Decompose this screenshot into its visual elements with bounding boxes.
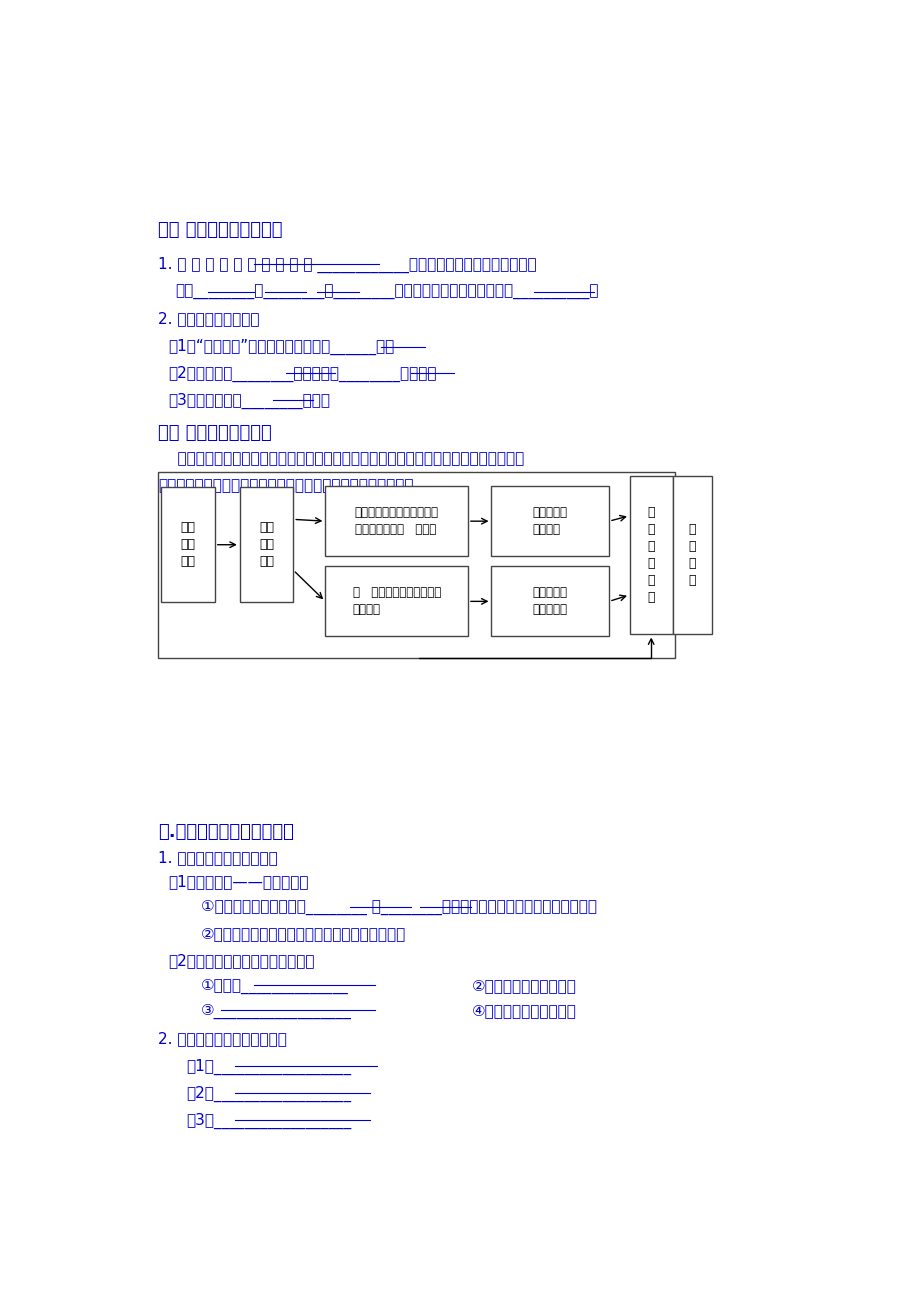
Text: （2）__________________: （2）__________________ <box>186 1086 351 1101</box>
Text: （1）“地球之肺”，深刻地影响着地球______上。: （1）“地球之肺”，深刻地影响着地球______上。 <box>168 339 394 355</box>
Text: 会急剧下降地表植被也就很难恢复，其成因和表现如下图所示：: 会急剧下降地表植被也就很难恢复，其成因和表现如下图所示： <box>158 478 413 493</box>
Text: （3）热带雨林是________宝库。: （3）热带雨林是________宝库。 <box>168 393 330 409</box>
Text: 雨林的脆弱主要体现在雨林一旦被毁，地表养分将迅速被径流带走，整块土地的肌力就: 雨林的脆弱主要体现在雨林一旦被毁，地表养分将迅速被径流带走，整块土地的肌力就 <box>158 450 524 466</box>
Text: 生物
循环
旺盛: 生物 循环 旺盛 <box>259 521 274 568</box>
Bar <box>491 486 608 556</box>
Text: 2. 亚马孙流域大规模开发计划: 2. 亚马孙流域大规模开发计划 <box>158 1031 287 1047</box>
Text: 四.亚马孙开发计划及其影响: 四.亚马孙开发计划及其影响 <box>158 823 293 841</box>
Text: ②发达国家的无度需求及跨国投资手段（重要的）: ②发达国家的无度需求及跨国投资手段（重要的） <box>200 926 405 941</box>
Text: 全年
高温
多雨: 全年 高温 多雨 <box>180 521 196 568</box>
Bar <box>161 487 215 603</box>
Bar <box>158 473 674 658</box>
Bar <box>491 566 608 637</box>
Text: 陷
于
崩
溃: 陷 于 崩 溃 <box>687 523 695 587</box>
Text: （   ）自身很少积累和自我
补充养分: （ ）自身很少积累和自我 补充养分 <box>352 586 440 616</box>
Bar <box>325 486 468 556</box>
Text: 雨林生长所需的养分几乎全
部储存在地上（   ）体内: 雨林生长所需的养分几乎全 部储存在地上（ ）体内 <box>354 506 438 536</box>
Text: 遇受强烈淤
洗而很快丧: 遇受强烈淤 洗而很快丧 <box>532 586 567 616</box>
Text: 整
个
生
态
系
统: 整 个 生 态 系 统 <box>647 506 654 604</box>
Text: （2）破坏雨林的具体的人类活动：: （2）破坏雨林的具体的人类活动： <box>168 953 314 969</box>
Text: （1）直接原因——人类的开发: （1）直接原因——人类的开发 <box>168 874 309 889</box>
Bar <box>630 477 672 634</box>
Text: ②采矿、修路、城镇建设: ②采矿、修路、城镇建设 <box>471 978 575 993</box>
Text: 二． 雨林的全球环境效应: 二． 雨林的全球环境效应 <box>158 221 282 240</box>
Bar <box>325 566 468 637</box>
Bar <box>672 477 711 634</box>
Text: ④大规模的农牧场的开发: ④大规模的农牧场的开发 <box>471 1004 575 1018</box>
Text: 2. 热带雨林的环境效应: 2. 热带雨林的环境效应 <box>158 311 259 327</box>
Text: （3）__________________: （3）__________________ <box>186 1113 351 1129</box>
Text: （1）__________________: （1）__________________ <box>186 1059 351 1074</box>
Text: 三． 雨林生态的脆弱性: 三． 雨林生态的脆弱性 <box>158 424 271 441</box>
Text: 1. 全球热带雨林被毁的原因: 1. 全球热带雨林被毁的原因 <box>158 850 278 865</box>
Text: （2）促进全球________、调节全球________的作用。: （2）促进全球________、调节全球________的作用。 <box>168 366 437 381</box>
Text: ③__________________: ③__________________ <box>200 1004 351 1018</box>
Text: 1. 热 带 雨 林 主 要 分 布 ： 在 ____________两侧，热带雨林的三大集中分布: 1. 热 带 雨 林 主 要 分 布 ： 在 ____________两侧，热带… <box>158 256 536 272</box>
Text: 区：________、________、________，地球上现存面积最大的是：__________。: 区：________、________、________，地球上现存面积最大的是… <box>176 285 598 299</box>
Bar <box>240 487 293 603</box>
Text: 最容易遇受
人类破坏: 最容易遇受 人类破坏 <box>532 506 567 536</box>
Text: ①当地发展中同家的人口________ 和________，以及由此产生的发展需求（最根本）: ①当地发展中同家的人口________ 和________，以及由此产生的发展需… <box>200 900 596 915</box>
Text: ①过度的______________: ①过度的______________ <box>200 978 348 993</box>
